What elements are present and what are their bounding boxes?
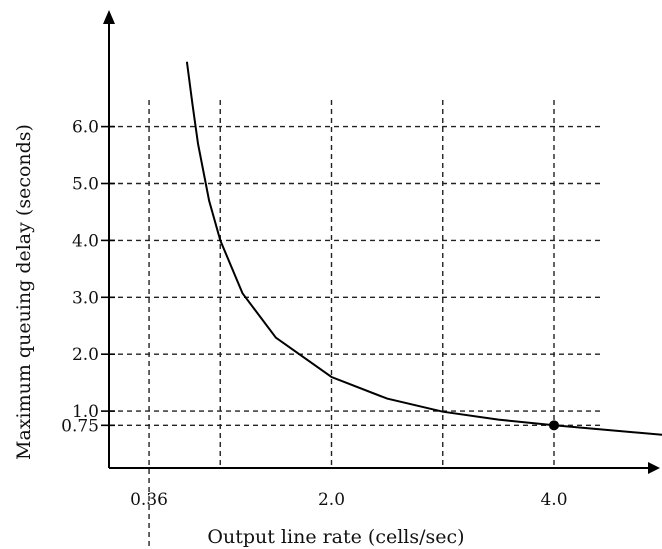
y-tick-label: 1.0 xyxy=(72,402,99,422)
curve-layer xyxy=(185,61,662,436)
y-tick-label: 2.0 xyxy=(72,345,99,365)
y-tick-label: 6.0 xyxy=(72,118,99,138)
grid-lines xyxy=(109,100,603,549)
tick-labels: 0.362.04.06.08.00.751.02.03.04.05.06.0 xyxy=(61,118,567,510)
y-axis-label: Maximum queuing delay (seconds) xyxy=(13,124,35,460)
y-tick-label: 4.0 xyxy=(72,231,99,251)
y-axis-arrow xyxy=(103,10,115,24)
highlight-point xyxy=(549,420,559,431)
delay-curve xyxy=(185,61,662,436)
y-tick-label: 5.0 xyxy=(72,175,99,195)
axes xyxy=(101,10,660,474)
x-tick-label: 0.36 xyxy=(130,490,168,510)
y-tick-label: 0.75 xyxy=(61,416,99,436)
y-tick-label: 3.0 xyxy=(72,288,99,308)
x-tick-label: 4.0 xyxy=(540,490,567,510)
x-tick-label: 2.0 xyxy=(318,490,345,510)
x-axis-label: Output line rate (cells/sec) xyxy=(207,526,464,548)
x-axis-arrow xyxy=(648,462,660,474)
